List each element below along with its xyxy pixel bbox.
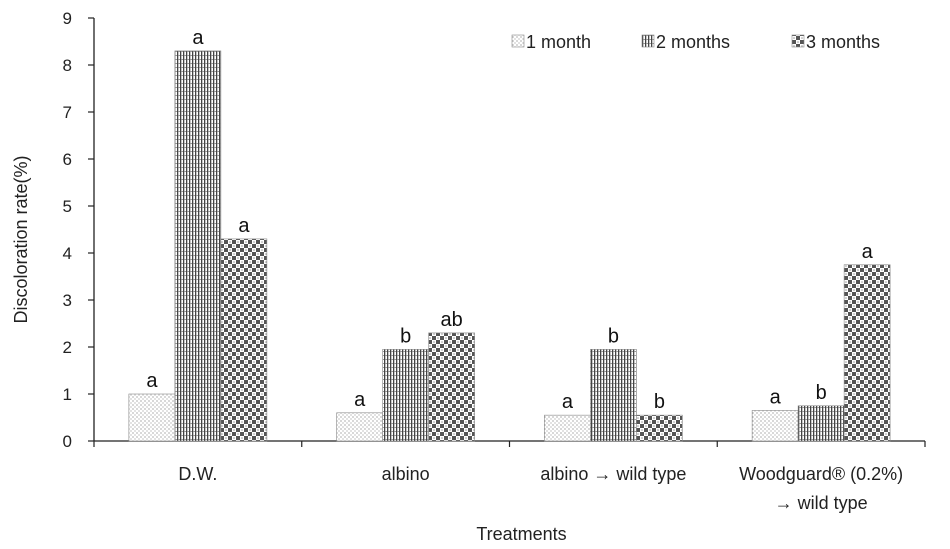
y-tick-label: 5 xyxy=(63,197,72,216)
y-tick-label: 8 xyxy=(63,56,72,75)
legend: 1 month 2 months 3 months xyxy=(511,32,880,52)
bar-3-months-3 xyxy=(843,264,891,442)
y-tick-label: 6 xyxy=(63,150,72,169)
bar-3-months-2 xyxy=(636,414,683,442)
significance-label: a xyxy=(354,389,366,411)
bar-1-month-1 xyxy=(336,412,383,442)
bar-1-month-0 xyxy=(128,393,176,442)
legend-label: 3 months xyxy=(806,32,880,52)
significance-label: b xyxy=(608,325,619,347)
bar-3-months-1 xyxy=(428,332,475,442)
significance-label: ab xyxy=(441,309,463,331)
bar-1-month-3 xyxy=(751,410,799,442)
legend-label: 1 month xyxy=(526,32,591,52)
y-tick-label: 9 xyxy=(63,9,72,28)
category-label: albino → wild type xyxy=(540,464,686,484)
y-tick-label: 0 xyxy=(63,432,72,451)
bars xyxy=(128,50,891,442)
legend-swatch xyxy=(791,34,805,48)
category-label: D.W. xyxy=(178,464,217,484)
category-label: Woodguard® (0.2%) xyxy=(739,464,903,484)
significance-label: b xyxy=(400,325,411,347)
legend-label: 2 months xyxy=(656,32,730,52)
y-tick-label: 7 xyxy=(63,103,72,122)
y-tick-label: 1 xyxy=(63,385,72,404)
legend-swatch xyxy=(641,34,655,48)
significance-label: a xyxy=(562,391,574,413)
bar-3-months-0 xyxy=(220,238,268,442)
significance-label: a xyxy=(192,27,204,49)
significance-label: b xyxy=(816,382,827,404)
legend-swatch xyxy=(511,34,525,48)
bar-1-month-2 xyxy=(544,414,591,442)
bar-2-months-1 xyxy=(382,349,429,442)
bar-2-months-0 xyxy=(174,50,222,442)
significance-label: b xyxy=(654,391,665,413)
x-axis-title: Treatments xyxy=(476,524,566,544)
significance-label: a xyxy=(238,215,250,237)
category-label: albino xyxy=(382,464,430,484)
significance-label: a xyxy=(770,386,782,408)
y-tick-label: 2 xyxy=(63,338,72,357)
y-tick-label: 3 xyxy=(63,291,72,310)
category-label-line2: → wild type xyxy=(775,493,868,513)
y-axis-title: Discoloration rate(%) xyxy=(11,155,31,323)
y-tick-label: 4 xyxy=(63,244,72,263)
significance-label: a xyxy=(146,370,158,392)
bar-2-months-2 xyxy=(590,349,637,442)
significance-label: a xyxy=(862,241,874,263)
bar-2-months-3 xyxy=(797,405,845,442)
